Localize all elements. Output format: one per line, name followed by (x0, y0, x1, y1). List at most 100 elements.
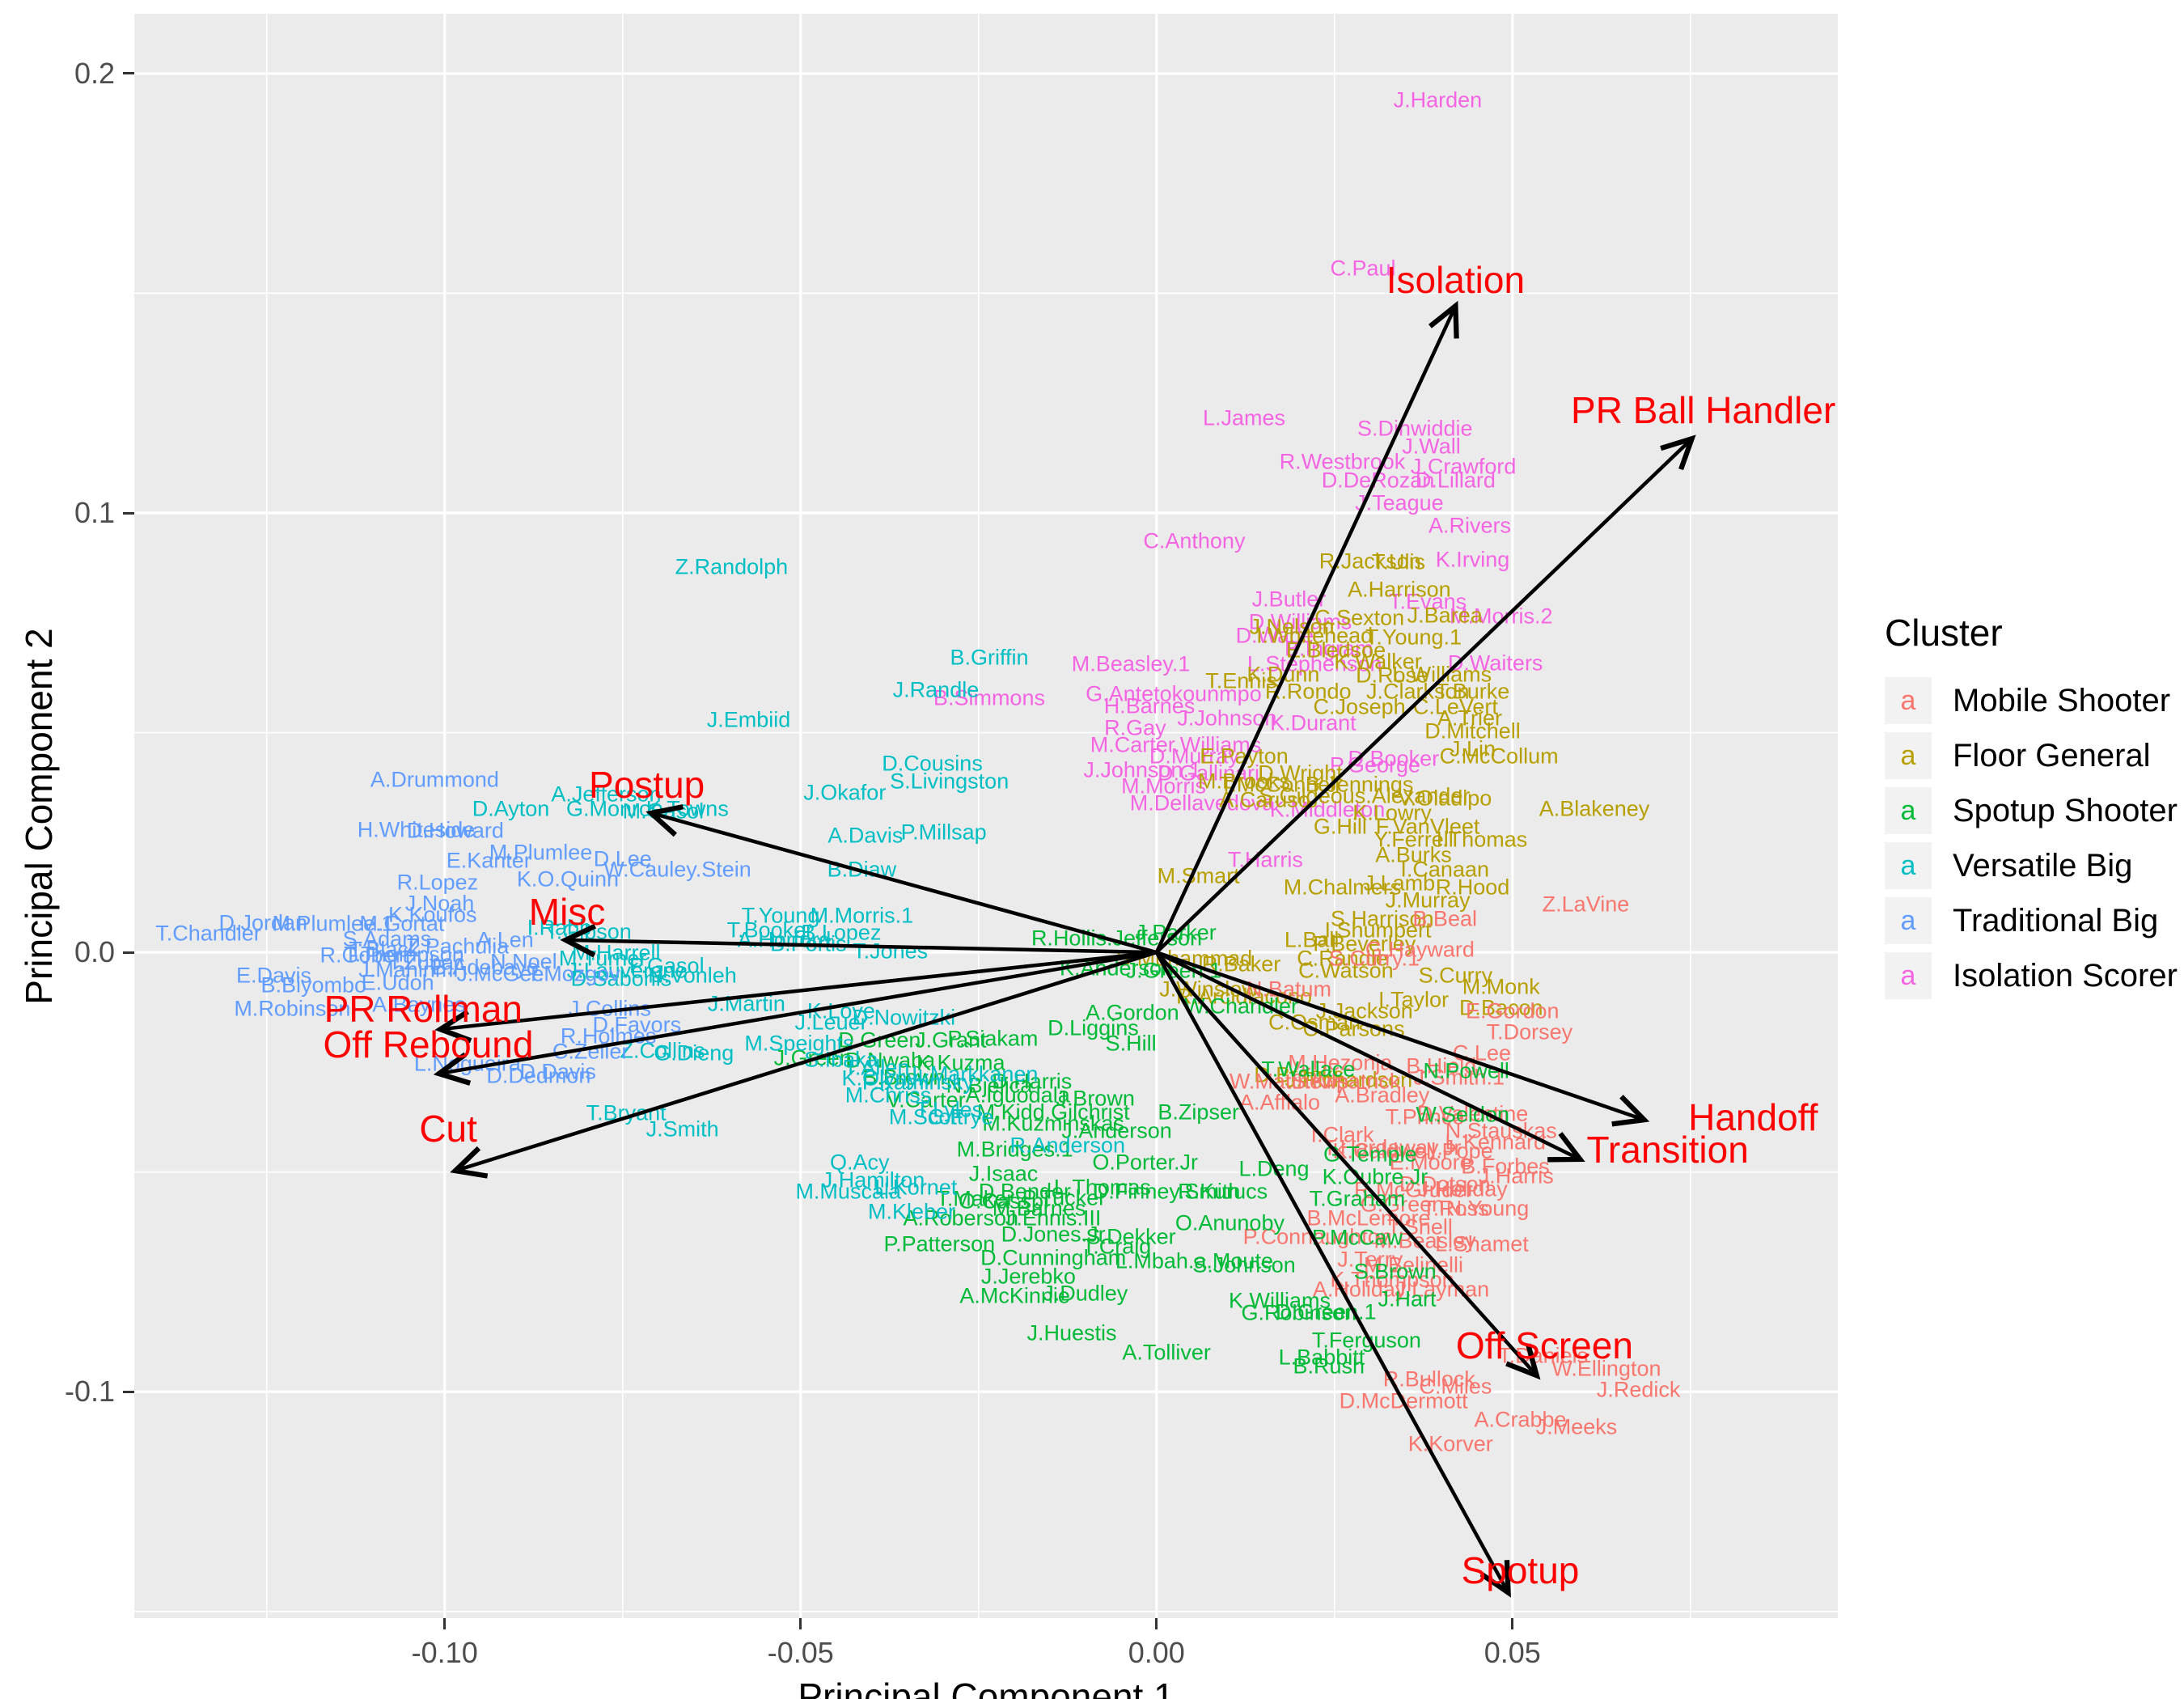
player-label: L.Thomas (1053, 1175, 1151, 1200)
legend-item-versatile-big: a Versatile Big (1885, 842, 2178, 889)
y-tick-label: -0.1 (64, 1375, 115, 1409)
player-label: O.Anunoby (1175, 1210, 1285, 1235)
player-label: J.Lin (1449, 736, 1496, 761)
player-label: B.Beal (1412, 906, 1477, 931)
player-label: G.Temple (1323, 1142, 1417, 1167)
player-label: S.Hill (1105, 1031, 1157, 1056)
player-label: B.Simmons (933, 685, 1045, 710)
player-label: A.Rivers (1428, 513, 1512, 538)
x-tick-mark (443, 1618, 447, 1629)
player-label: T.Jones (853, 938, 929, 964)
player-label: A.Afflalo (1238, 1090, 1321, 1115)
legend-key-swatch: a (1885, 897, 1932, 944)
player-label: D.Howard (406, 818, 504, 843)
player-label: J.Hart (1378, 1286, 1437, 1311)
player-label: J.Meeks (1535, 1414, 1618, 1439)
y-tick-label: 0.2 (74, 56, 115, 90)
player-label: J.Ennis.III (1005, 1205, 1102, 1231)
player-label: R.Lopez (396, 870, 479, 895)
player-label: M.Plumlee.1 (272, 911, 394, 936)
legend-item-label: Traditional Big (1953, 902, 2159, 938)
player-label: E.Gordon (1466, 998, 1560, 1023)
player-label: D.McDermott (1339, 1388, 1468, 1413)
player-label: D.Wright (1258, 761, 1343, 786)
player-label: J.Noah (404, 891, 475, 916)
y-tick-mark (123, 72, 134, 75)
player-label: J.Randle (892, 677, 980, 702)
y-tick-mark (123, 511, 134, 515)
player-label: J.Barea (1407, 603, 1483, 628)
vector-label: Postup (589, 764, 705, 807)
legend-item-isolation-scorer: a Isolation Scorer (1885, 952, 2178, 999)
player-label: J.Dudley (1043, 1281, 1128, 1306)
x-tick-mark (1155, 1618, 1158, 1629)
player-label: D.Cousins (882, 751, 983, 776)
legend-item-label: Floor General (1953, 737, 2151, 773)
vector-label: Cut (419, 1107, 477, 1150)
player-label: D.Cunningham (980, 1245, 1127, 1270)
player-label: B.Griffin (950, 645, 1029, 670)
player-label: E.Kanter (446, 848, 531, 873)
player-label: W.Chandler (1183, 994, 1299, 1019)
player-label: S.Livingston (890, 769, 1009, 794)
vector-label: Misc (528, 891, 606, 934)
player-label: C.Parsons (1302, 1016, 1405, 1041)
player-label: M.Gortat (359, 911, 445, 936)
player-label: L.Deng (1238, 1156, 1310, 1181)
player-label: T.Maker (936, 1186, 1014, 1211)
player-label: A.Harrison (1348, 577, 1451, 602)
x-axis-title: Principal Component 1 (798, 1676, 1175, 1699)
legend-key-swatch: a (1885, 842, 1932, 889)
player-label: L.James (1202, 405, 1286, 430)
x-tick-label: 0.05 (1484, 1636, 1541, 1669)
player-label: A.Tolliver (1122, 1340, 1211, 1365)
player-label: T.Mozgov (527, 961, 620, 986)
player-label: A.Drummond (370, 767, 499, 792)
y-tick-mark (123, 951, 134, 954)
player-label: J.Leuer (794, 1010, 868, 1035)
player-label: J.Green.1 (1125, 958, 1222, 983)
player-label: T.Chandler (155, 921, 261, 946)
player-label: B.Rush (1293, 1354, 1365, 1379)
player-label: T.Dorsey (1486, 1019, 1573, 1044)
player-label: K.Irving (1435, 547, 1510, 572)
x-tick-mark (799, 1618, 802, 1629)
player-label: T.Bryant (586, 1100, 667, 1125)
player-label: T.Wallace (1261, 1057, 1356, 1082)
legend-key-swatch: a (1885, 787, 1932, 834)
player-label: D.Lee (593, 846, 652, 871)
vector-label: Isolation (1386, 259, 1526, 302)
player-label: M.Robinson (234, 996, 351, 1021)
y-axis-title: Principal Component 2 (18, 627, 60, 1005)
player-label: M.Plumlee (489, 840, 593, 865)
player-label: M.Barnes (992, 1196, 1086, 1221)
x-tick-mark (1511, 1618, 1514, 1629)
player-label: J.Harden (1393, 87, 1483, 112)
player-label: E.Udoh (361, 970, 434, 995)
player-label: M.Beasley.1 (1071, 651, 1191, 676)
player-label: J.Huestis (1026, 1320, 1117, 1345)
legend-key-swatch: a (1885, 952, 1932, 999)
vector-label: Off Rebound (323, 1023, 534, 1066)
player-label: R.Hollis.Jefferson (1031, 926, 1203, 951)
player-label: A.McKinnie (959, 1283, 1070, 1308)
player-label: R.Anderson (1009, 1133, 1126, 1158)
player-label: P.McCaw (1311, 1225, 1403, 1250)
player-label: K.Williams (1229, 1288, 1331, 1313)
y-tick-label: 0.0 (74, 935, 115, 969)
player-label: T.Graham (1309, 1186, 1406, 1211)
player-label: A.Jefferson (551, 782, 662, 807)
player-label: C.Anthony (1143, 528, 1246, 553)
player-label: A.Roberson (903, 1205, 1019, 1231)
player-label: J.Martin (707, 991, 785, 1016)
player-label: O.Casspi (959, 1188, 1049, 1214)
player-label: M.Smart (1157, 863, 1240, 888)
legend-item-traditional-big: a Traditional Big (1885, 897, 2178, 944)
legend-item-label: Isolation Scorer (1953, 957, 2178, 994)
player-label: K.O.Quinn (516, 866, 619, 892)
y-tick-mark (123, 1390, 134, 1393)
legend-item-label: Spotup Shooter (1953, 792, 2178, 828)
player-label: B.Zipser (1158, 1099, 1239, 1125)
player-label: P.Millsap (900, 820, 987, 845)
player-label: H.Whiteside (357, 817, 476, 842)
